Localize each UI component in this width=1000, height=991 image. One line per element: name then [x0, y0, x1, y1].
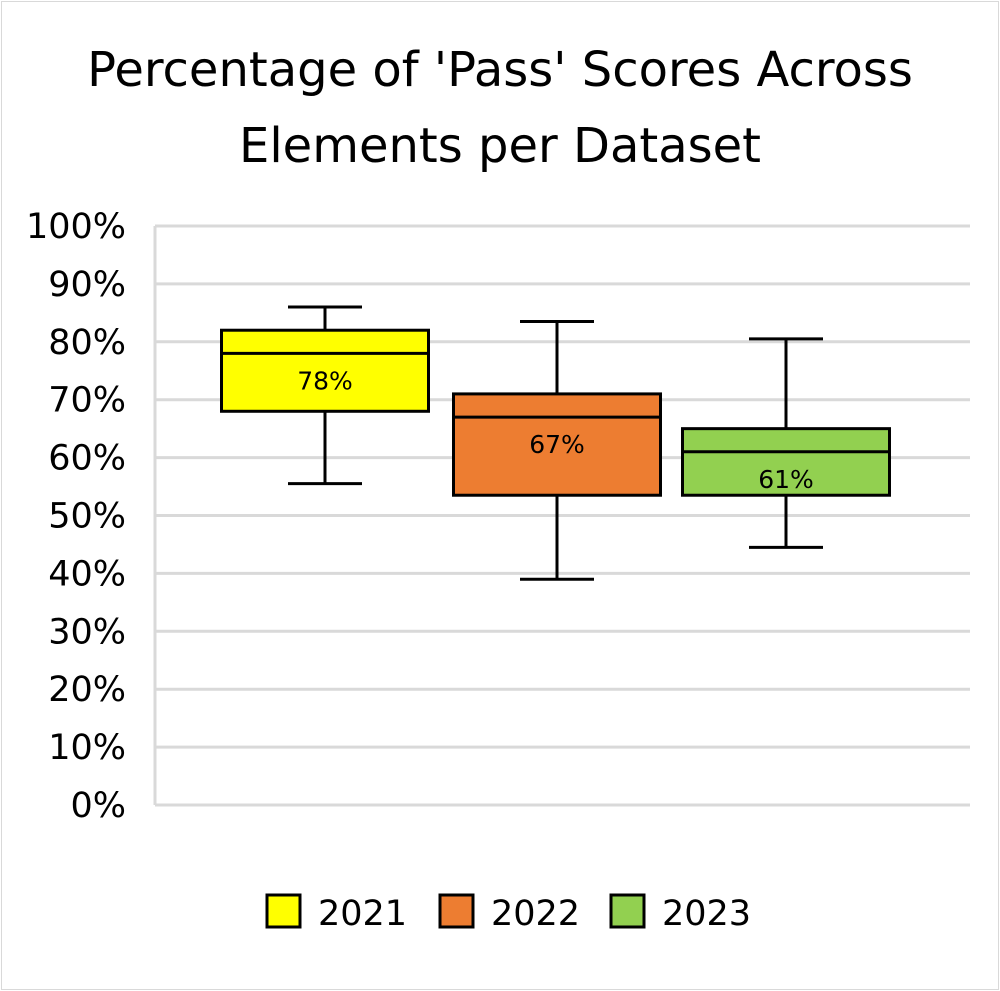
iqr-box — [681, 427, 891, 497]
legend-label-2023: 2023 — [662, 894, 751, 934]
iqr-box — [220, 328, 430, 413]
box-2022: 67% — [452, 320, 662, 581]
box-series: 78% 67% 61% — [220, 305, 891, 581]
legend-swatch-2023 — [609, 893, 646, 929]
y-tick-label: 0% — [70, 786, 126, 826]
box-2021: 78% — [220, 305, 430, 486]
y-tick-label: 70% — [48, 381, 126, 421]
chart-title: Percentage of 'Pass' Scores Across Eleme… — [87, 42, 913, 174]
y-tick-label: 60% — [48, 439, 126, 479]
y-tick-label: 80% — [48, 323, 126, 363]
y-tick-label: 20% — [48, 670, 126, 710]
median-data-label: 78% — [297, 366, 353, 395]
y-tick-label: 30% — [48, 612, 126, 652]
box-2023: 61% — [681, 337, 891, 549]
legend-swatch-2021 — [265, 893, 302, 929]
chart-title-line-2: Elements per Dataset — [239, 118, 761, 174]
median-data-label: 61% — [758, 465, 814, 494]
legend-label-2022: 2022 — [491, 894, 580, 934]
y-tick-label: 100% — [26, 207, 126, 247]
median-data-label: 67% — [529, 430, 585, 459]
chart-title-line-1: Percentage of 'Pass' Scores Across — [87, 42, 913, 98]
y-tick-label: 10% — [48, 728, 126, 768]
y-axis: 0% 10% 20% 30% 40% 50% 60% 70% 80% 90% 100% — [26, 207, 970, 826]
y-tick-label: 90% — [48, 265, 126, 305]
y-tick-label: 50% — [48, 497, 126, 537]
iqr-box — [452, 392, 662, 497]
y-tick-label: 40% — [48, 554, 126, 594]
legend-label-2021: 2021 — [318, 894, 407, 934]
legend: 2021 2022 2023 — [265, 893, 751, 934]
legend-swatch-2022 — [438, 893, 475, 929]
